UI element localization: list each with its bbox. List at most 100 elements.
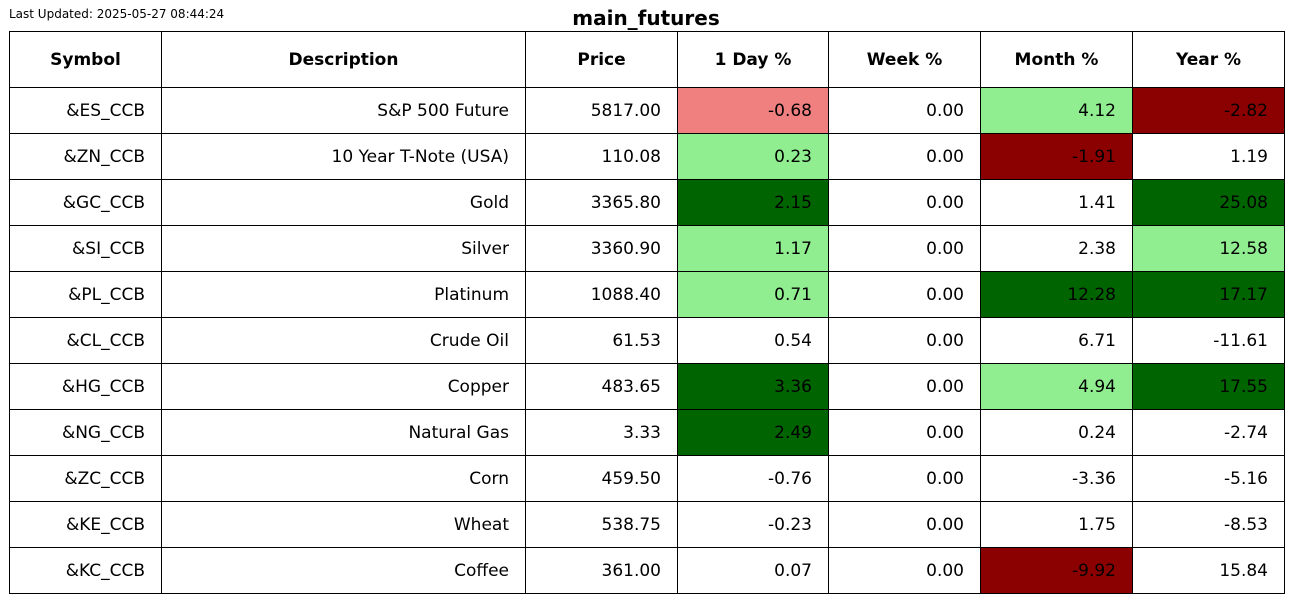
month-pct-cell: 4.12 [980,87,1133,134]
description-cell: Silver [161,225,526,272]
year-pct-cell: -2.82 [1132,87,1285,134]
table-title: main_futures [572,6,720,30]
month-pct-cell: 4.94 [980,363,1133,410]
month-pct-cell: -9.92 [980,547,1133,594]
symbol-cell: &ZC_CCB [9,455,162,502]
table-body: &ES_CCB S&P 500 Future 5817.00 -0.68 0.00 4.1… [9,87,1285,594]
day-pct-cell: 1.17 [677,225,829,272]
day-pct-cell: 0.71 [677,271,829,318]
description-cell: Crude Oil [161,317,526,364]
symbol-cell: &PL_CCB [9,271,162,318]
price-cell: 483.65 [525,363,678,410]
price-cell: 3365.80 [525,179,678,226]
month-pct-cell: 12.28 [980,271,1133,318]
day-pct-cell: 0.23 [677,133,829,180]
day-pct-cell: -0.23 [677,501,829,548]
description-cell: Gold [161,179,526,226]
header-row: Symbol Description Price 1 Day % Week % Month… [9,31,1285,88]
week-pct-cell: 0.00 [828,133,981,180]
month-pct-cell: 2.38 [980,225,1133,272]
column-header-month-pct: Month % [980,31,1133,88]
table-row: &HG_CCB Copper 483.65 3.36 0.00 4.94 17.55 [9,363,1285,410]
price-cell: 459.50 [525,455,678,502]
description-cell: 10 Year T-Note (USA) [161,133,526,180]
column-header-week-pct: Week % [828,31,981,88]
year-pct-cell: 1.19 [1132,133,1285,180]
week-pct-cell: 0.00 [828,363,981,410]
week-pct-cell: 0.00 [828,455,981,502]
symbol-cell: &KE_CCB [9,501,162,548]
description-cell: Wheat [161,501,526,548]
symbol-cell: &CL_CCB [9,317,162,364]
day-pct-cell: 3.36 [677,363,829,410]
futures-table: Symbol Description Price 1 Day % Week % Month… [9,31,1285,594]
price-cell: 5817.00 [525,87,678,134]
month-pct-cell: 0.24 [980,409,1133,456]
year-pct-cell: -5.16 [1132,455,1285,502]
description-cell: Coffee [161,547,526,594]
symbol-cell: &NG_CCB [9,409,162,456]
day-pct-cell: 0.07 [677,547,829,594]
symbol-cell: &KC_CCB [9,547,162,594]
day-pct-cell: -0.76 [677,455,829,502]
price-cell: 1088.40 [525,271,678,318]
column-header-symbol: Symbol [9,31,162,88]
month-pct-cell: 1.41 [980,179,1133,226]
week-pct-cell: 0.00 [828,547,981,594]
week-pct-cell: 0.00 [828,409,981,456]
year-pct-cell: 17.17 [1132,271,1285,318]
price-cell: 3.33 [525,409,678,456]
day-pct-cell: 2.15 [677,179,829,226]
day-pct-cell: 2.49 [677,409,829,456]
week-pct-cell: 0.00 [828,271,981,318]
table-row: &KE_CCB Wheat 538.75 -0.23 0.00 1.75 -8.53 [9,501,1285,548]
month-pct-cell: 1.75 [980,501,1133,548]
last-updated-timestamp: Last Updated: 2025-05-27 08:44:24 [9,7,225,21]
week-pct-cell: 0.00 [828,501,981,548]
price-cell: 61.53 [525,317,678,364]
table-row: &ZC_CCB Corn 459.50 -0.76 0.00 -3.36 -5.16 [9,455,1285,502]
month-pct-cell: -1.91 [980,133,1133,180]
price-cell: 361.00 [525,547,678,594]
column-header-price: Price [525,31,678,88]
price-cell: 110.08 [525,133,678,180]
table-row: &KC_CCB Coffee 361.00 0.07 0.00 -9.92 15.84 [9,547,1285,594]
table-row: &GC_CCB Gold 3365.80 2.15 0.00 1.41 25.08 [9,179,1285,226]
description-cell: Platinum [161,271,526,318]
week-pct-cell: 0.00 [828,317,981,364]
description-cell: Copper [161,363,526,410]
column-header-year-pct: Year % [1132,31,1285,88]
description-cell: Corn [161,455,526,502]
week-pct-cell: 0.00 [828,87,981,134]
day-pct-cell: -0.68 [677,87,829,134]
year-pct-cell: 15.84 [1132,547,1285,594]
description-cell: S&P 500 Future [161,87,526,134]
year-pct-cell: 25.08 [1132,179,1285,226]
table-header: Symbol Description Price 1 Day % Week % Month… [9,31,1285,88]
year-pct-cell: -2.74 [1132,409,1285,456]
year-pct-cell: -8.53 [1132,501,1285,548]
column-header-day-pct: 1 Day % [677,31,829,88]
month-pct-cell: -3.36 [980,455,1133,502]
year-pct-cell: 17.55 [1132,363,1285,410]
table-row: &NG_CCB Natural Gas 3.33 2.49 0.00 0.24 -2.74 [9,409,1285,456]
table-row: &ZN_CCB 10 Year T-Note (USA) 110.08 0.23 0.0… [9,133,1285,180]
description-cell: Natural Gas [161,409,526,456]
price-cell: 538.75 [525,501,678,548]
symbol-cell: &GC_CCB [9,179,162,226]
symbol-cell: &ZN_CCB [9,133,162,180]
month-pct-cell: 6.71 [980,317,1133,364]
symbol-cell: &HG_CCB [9,363,162,410]
symbol-cell: &SI_CCB [9,225,162,272]
table-row: &CL_CCB Crude Oil 61.53 0.54 0.00 6.71 -11.61 [9,317,1285,364]
week-pct-cell: 0.00 [828,179,981,226]
year-pct-cell: -11.61 [1132,317,1285,364]
table-row: &ES_CCB S&P 500 Future 5817.00 -0.68 0.00 4.1… [9,87,1285,134]
table-row: &SI_CCB Silver 3360.90 1.17 0.00 2.38 12.58 [9,225,1285,272]
table-row: &PL_CCB Platinum 1088.40 0.71 0.00 12.28 17.17 [9,271,1285,318]
price-cell: 3360.90 [525,225,678,272]
week-pct-cell: 0.00 [828,225,981,272]
symbol-cell: &ES_CCB [9,87,162,134]
day-pct-cell: 0.54 [677,317,829,364]
year-pct-cell: 12.58 [1132,225,1285,272]
